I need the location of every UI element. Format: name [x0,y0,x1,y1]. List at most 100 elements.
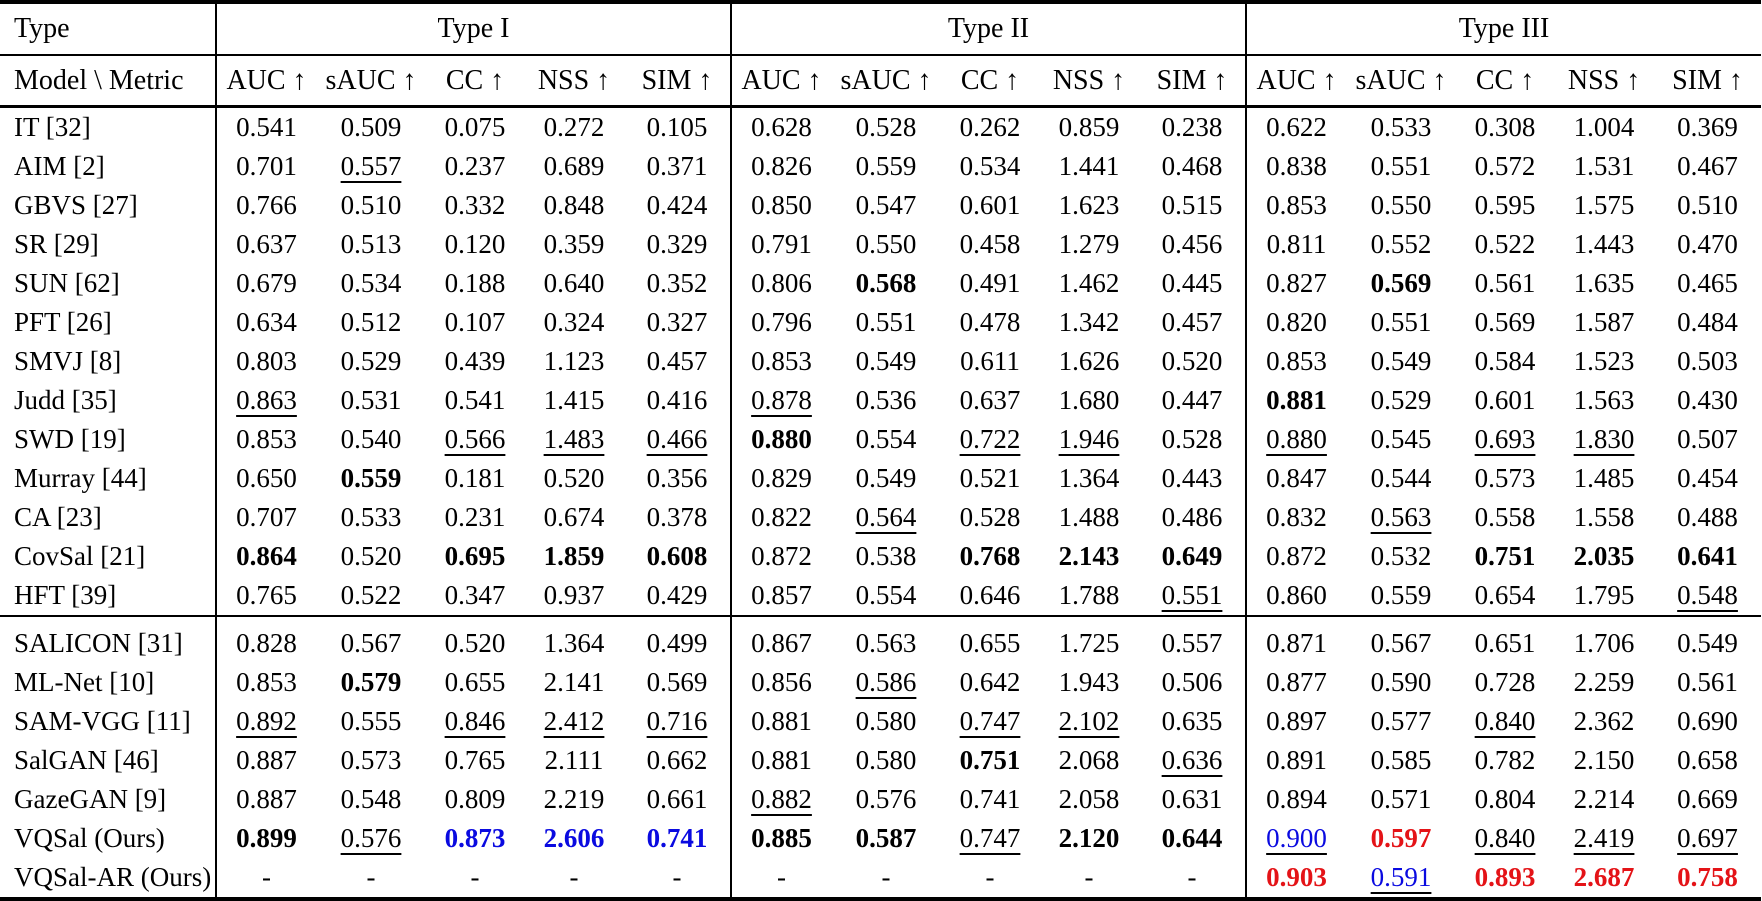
metric-value: 0.577 [1370,706,1432,736]
metric-value: 0.528 [855,112,917,142]
metric-value: 0.561 [1474,268,1536,298]
model-name-cell: Murray [44] [14,463,147,493]
metric-value-cell: 0.549 [831,459,941,498]
metric-value: 0.533 [1370,112,1432,142]
metric-value-cell: 0.751 [1456,537,1554,576]
group-header-type3: Type III [1245,2,1762,56]
metric-value-cell: 0.887 [215,741,316,780]
metric-value-cell: 2.150 [1554,741,1654,780]
metric-value-cell: 0.882 [730,780,831,819]
metric-value: 0.522 [340,580,402,610]
metric-value: 0.853 [1266,346,1327,376]
metric-value: 0.897 [1266,706,1327,736]
metric-value: 0.550 [1370,190,1432,220]
metric-value-cell: 0.457 [1139,303,1246,342]
metric-value-cell: 0.701 [215,147,316,186]
metric-value-cell: 1.626 [1039,342,1139,381]
metric-value-cell: 0.595 [1456,186,1554,225]
metric-value-cell: 0.803 [215,342,316,381]
metric-value-cell: - [831,858,941,899]
model-metric-label: Model \ Metric [0,55,216,108]
metric-value: 0.679 [236,268,297,298]
metric-value-cell: 1.859 [524,537,624,576]
metric-value-cell: 0.747 [941,819,1039,858]
metric-header: SIM ↑ [1139,55,1247,108]
metric-value-cell: 0.551 [1139,576,1246,616]
metric-value-cell: 0.568 [831,264,941,303]
metric-value: 0.803 [236,346,297,376]
metric-value: 0.840 [1474,706,1536,736]
metric-value: 0.804 [1474,784,1536,814]
metric-value-cell: 1.364 [1039,459,1139,498]
metric-value-cell: 0.642 [941,663,1039,702]
metric-value: 0.559 [855,151,917,181]
metric-value: 0.716 [646,706,708,736]
metric-value: 0.848 [543,190,605,220]
metric-value-cell: 0.856 [730,663,831,702]
metric-value-cell: 1.587 [1554,303,1654,342]
metric-value-cell: 0.651 [1456,615,1555,663]
metric-value: 0.701 [236,151,297,181]
metric-value-cell: 0.491 [941,264,1039,303]
metric-value: 2.606 [543,823,605,853]
metric-value: 0.484 [1677,307,1738,337]
metric-value: 0.559 [340,463,402,493]
metric-value-cell: 0.424 [624,186,731,225]
metric-value: 0.569 [646,667,708,697]
metric-value-cell: 0.863 [215,381,316,420]
metric-value-cell: 0.576 [316,819,426,858]
metric-value: 0.690 [1677,706,1738,736]
metric-value: 0.352 [646,268,708,298]
metric-value-cell: 0.538 [831,537,941,576]
metric-value-cell: 0.551 [1346,303,1456,342]
metric-value: 1.342 [1058,307,1120,337]
metric-value: 1.364 [543,628,605,658]
metric-value: 2.412 [543,706,605,736]
metric-value-cell: 2.687 [1554,858,1654,899]
metric-value: 0.887 [236,745,297,775]
metric-value-cell: 0.445 [1139,264,1246,303]
metric-value: 0.075 [444,112,506,142]
metric-value: 0.549 [1677,628,1738,658]
metric-value: 0.371 [646,151,708,181]
metric-value: 0.181 [444,463,506,493]
metric-value-cell: 0.520 [316,537,426,576]
metric-value-cell: - [624,858,731,899]
table-row: SUN [62] 0.679 0.534 0.188 0.640 0.352 0.806 0.… [0,264,1761,303]
metric-value: 0.447 [1161,385,1223,415]
metric-value: 0.608 [646,541,708,571]
metric-value: 0.558 [1474,502,1536,532]
metric-value-cell: 0.534 [316,264,426,303]
metric-value-cell: 2.141 [524,663,624,702]
metric-value: 0.640 [543,268,605,298]
metric-value: 0.549 [855,463,917,493]
group-header-type1: Type I [215,2,731,56]
metric-value-cell: 0.561 [1456,264,1554,303]
metric-value: 0.554 [855,580,917,610]
metric-value-cell: 1.531 [1554,147,1654,186]
table-row: Murray [44] 0.650 0.559 0.181 0.520 0.356 0.82… [0,459,1761,498]
metric-value-cell: 0.443 [1139,459,1246,498]
metric-value-cell: 0.811 [1245,225,1347,264]
metric-value-cell: - [941,858,1039,899]
table-row: SAM-VGG [11] 0.892 0.555 0.846 2.412 0.716 0.8… [0,702,1761,741]
metric-value: 2.259 [1573,667,1635,697]
metric-value-cell: 0.356 [624,459,731,498]
metric-value: 0.899 [236,823,297,853]
metric-value: 0.486 [1161,502,1223,532]
metric-value: 0.655 [959,628,1021,658]
metric-value-cell: 0.637 [941,381,1039,420]
metric-value-cell: 0.347 [426,576,524,616]
metric-value-cell: 0.662 [624,741,731,780]
metric-value: 1.587 [1573,307,1635,337]
metric-value: 0.520 [543,463,605,493]
metric-value-cell: 0.646 [941,576,1039,616]
metric-value-cell: 1.558 [1554,498,1654,537]
metric-value-cell: 0.105 [624,107,731,148]
metric-value-cell: 0.850 [730,186,831,225]
metric-value: 0.695 [444,541,506,571]
metric-value: 0.120 [444,229,506,259]
metric-value: 0.237 [444,151,506,181]
metric-value-cell: 1.364 [524,615,624,663]
table-row: IT [32] 0.541 0.509 0.075 0.272 0.105 0.628 0.5… [0,106,1761,148]
